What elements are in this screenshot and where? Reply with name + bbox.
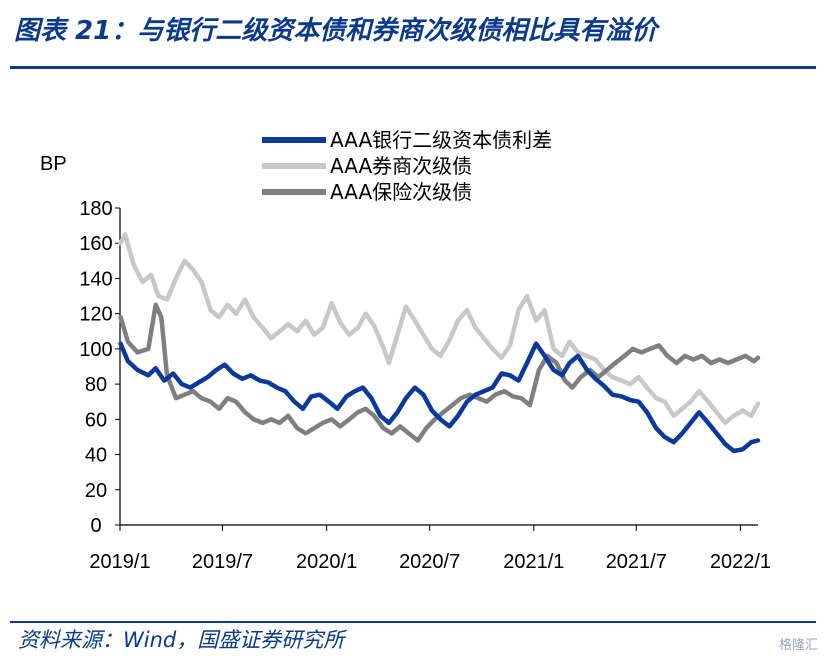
line-chart: 0 20 40 60 80 100 120 140 160 180 2019/1 2019/7 2020… xyxy=(40,128,771,573)
y-tick-label: 160 xyxy=(79,233,112,255)
x-tick-label: 2020/7 xyxy=(399,551,460,573)
y-tick-label: 120 xyxy=(79,304,112,326)
series-line-0 xyxy=(118,341,761,454)
title-rule xyxy=(10,66,816,69)
y-axis-label: BP xyxy=(40,153,67,175)
x-tick-label: 2022/1 xyxy=(710,551,771,573)
source-note: 资料来源：Wind，国盛证券研究所 xyxy=(18,628,345,652)
y-tick-label: 60 xyxy=(85,409,107,431)
x-tick-label: 2020/1 xyxy=(296,551,357,573)
x-tick-label: 2019/7 xyxy=(192,551,253,573)
series-line-1 xyxy=(118,232,761,426)
y-tick-label: 40 xyxy=(85,445,107,467)
chart-series-lines xyxy=(118,232,761,454)
source-rule xyxy=(10,621,816,623)
y-tick-label: 140 xyxy=(79,268,112,290)
legend-label-2: AAA保险次级债 xyxy=(330,180,472,204)
chart-axes: 0 20 40 60 80 100 120 140 160 180 2019/1 2019/7 2020… xyxy=(79,198,771,573)
y-tick-label: 20 xyxy=(85,480,107,502)
legend-label-0: AAA银行二级资本债利差 xyxy=(330,128,552,152)
y-tick-label: 100 xyxy=(79,339,112,361)
y-tick-label: 180 xyxy=(79,198,112,220)
watermark: 格隆汇 xyxy=(778,638,818,653)
figure-title: 图表 21：与银行二级资本债和券商次级债相比具有溢价 xyxy=(14,16,658,46)
y-tick-label: 80 xyxy=(85,374,107,396)
x-tick-label: 2021/7 xyxy=(606,551,667,573)
x-tick-label: 2021/1 xyxy=(503,551,564,573)
y-tick-label: 0 xyxy=(90,515,101,537)
legend-label-1: AAA券商次级债 xyxy=(330,154,472,178)
x-tick-label: 2019/1 xyxy=(89,551,150,573)
